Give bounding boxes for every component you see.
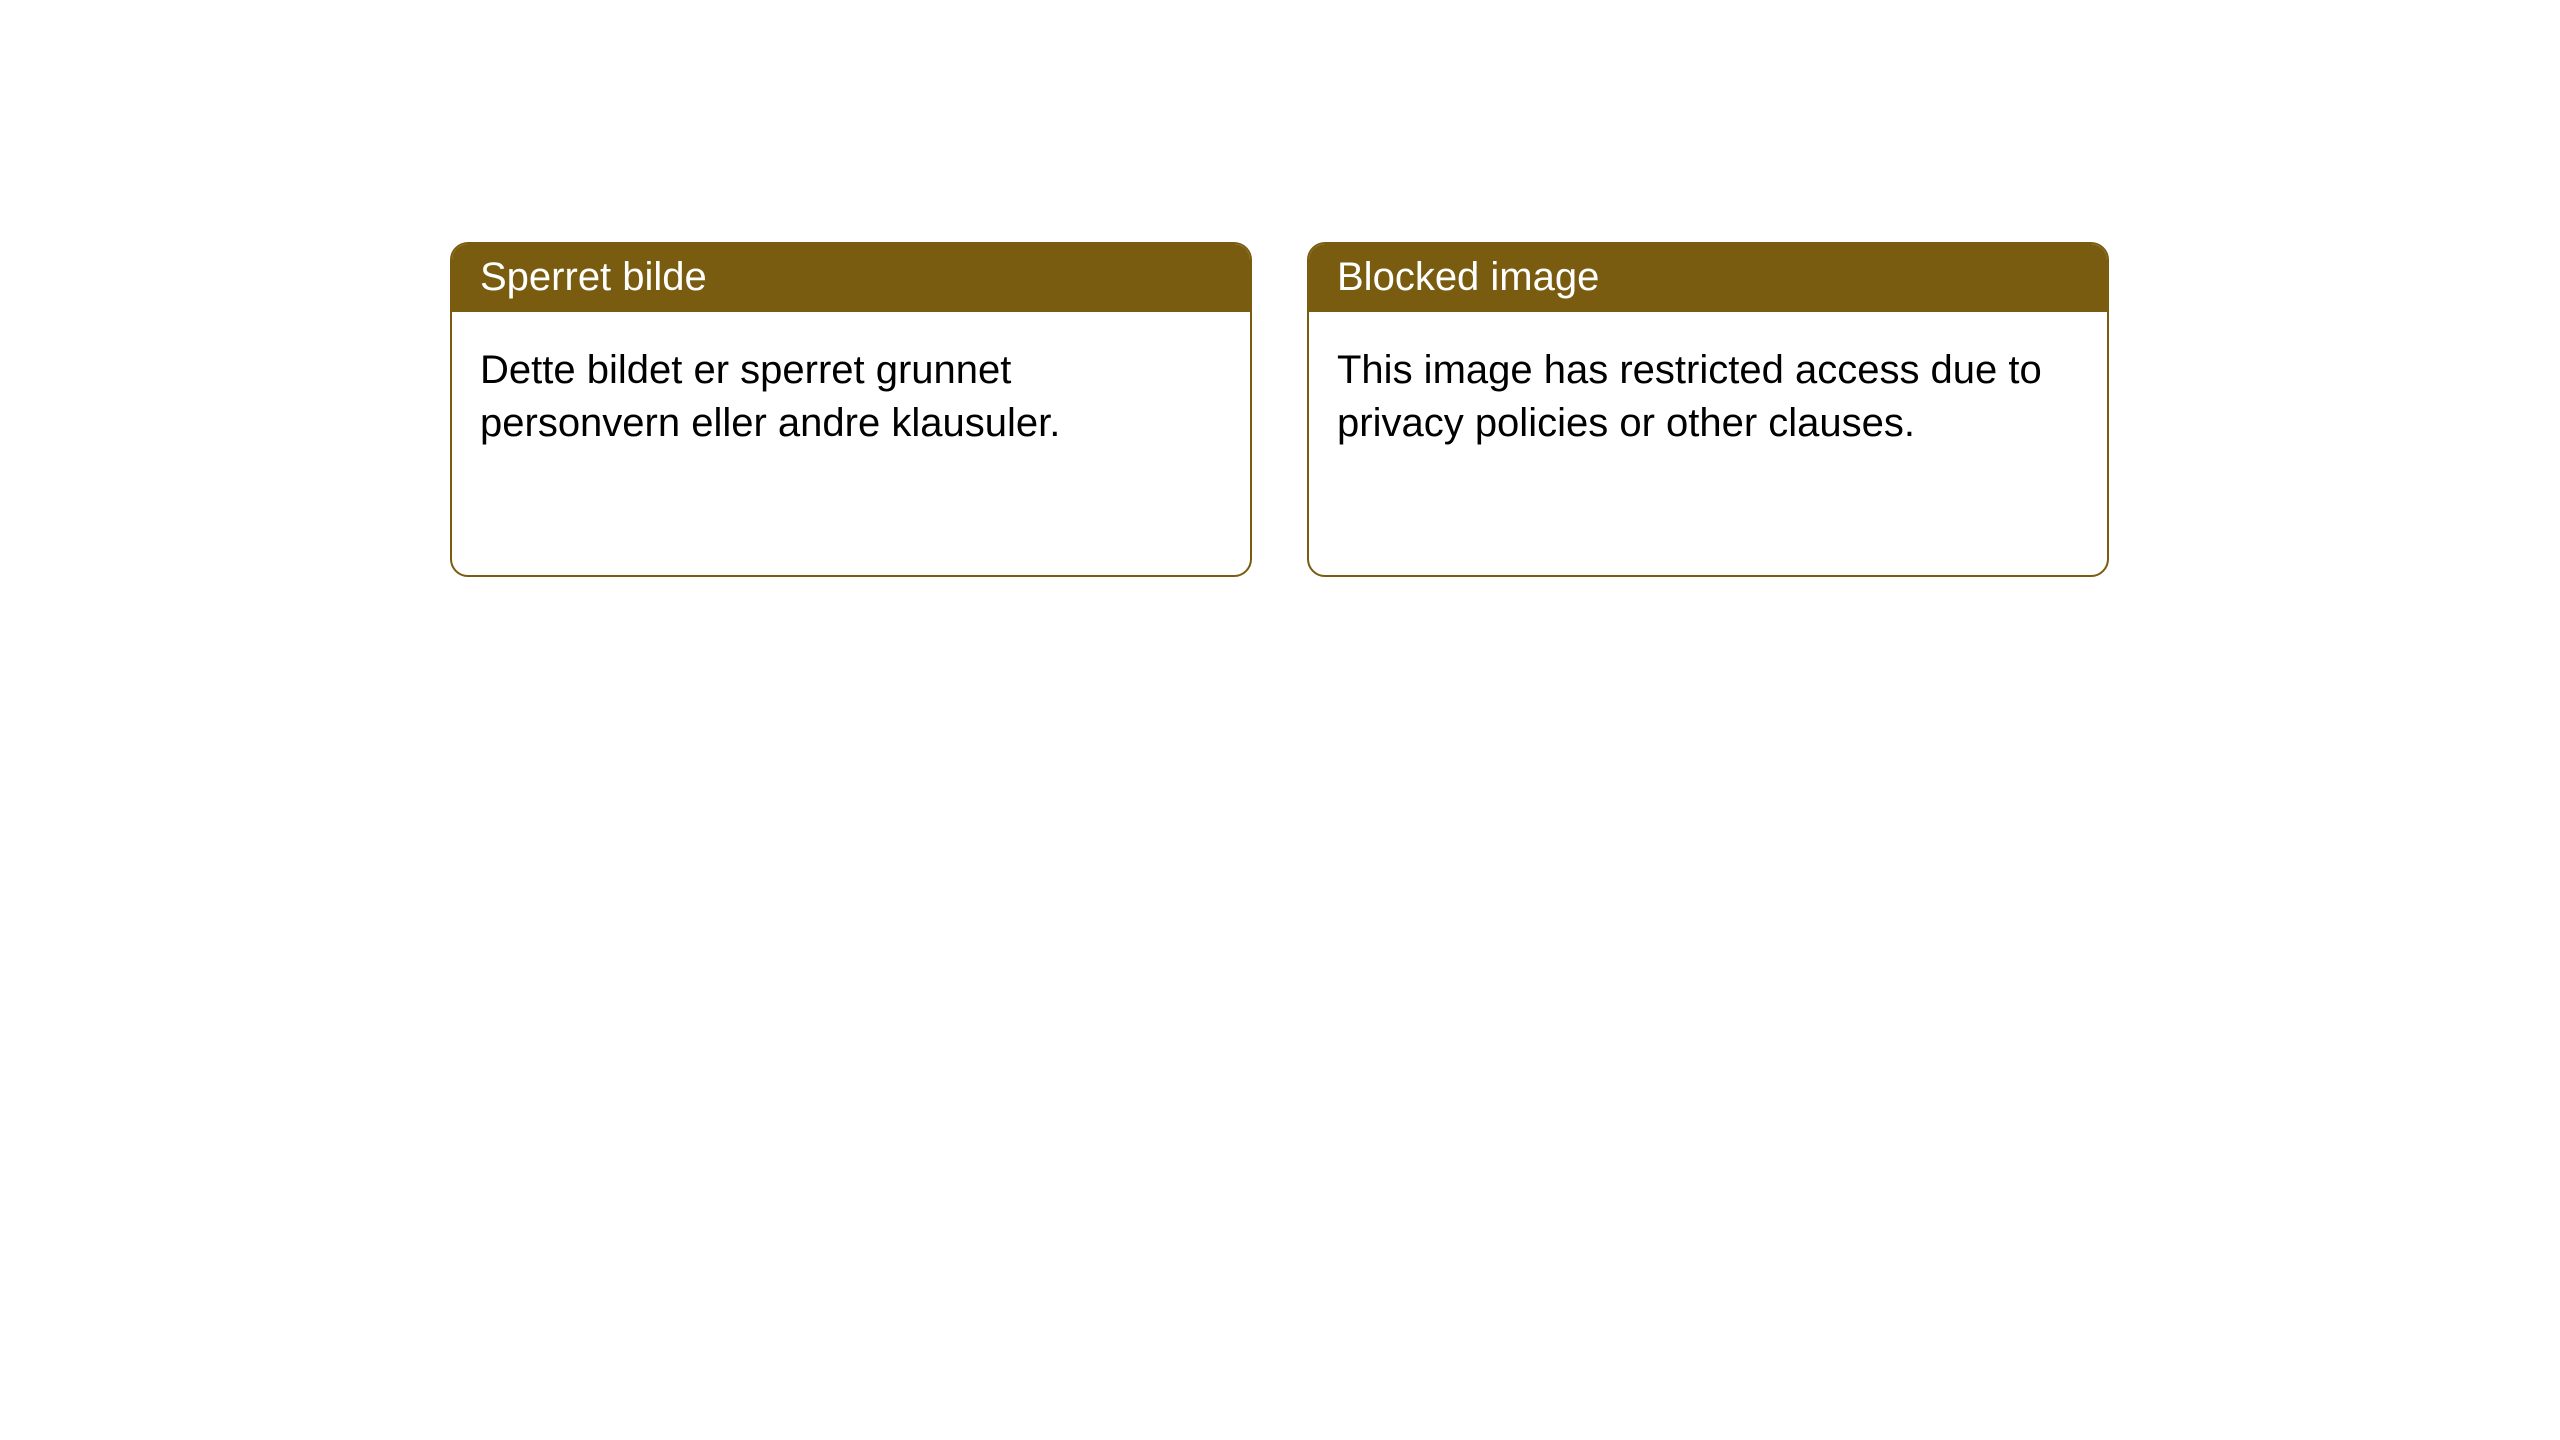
card-english: Blocked image This image has restricted … [1307,242,2109,577]
card-body-norwegian: Dette bildet er sperret grunnet personve… [452,312,1250,482]
card-body-english: This image has restricted access due to … [1309,312,2107,482]
card-header-norwegian: Sperret bilde [452,244,1250,312]
card-norwegian: Sperret bilde Dette bildet er sperret gr… [450,242,1252,577]
card-header-english: Blocked image [1309,244,2107,312]
cards-container: Sperret bilde Dette bildet er sperret gr… [450,242,2109,577]
